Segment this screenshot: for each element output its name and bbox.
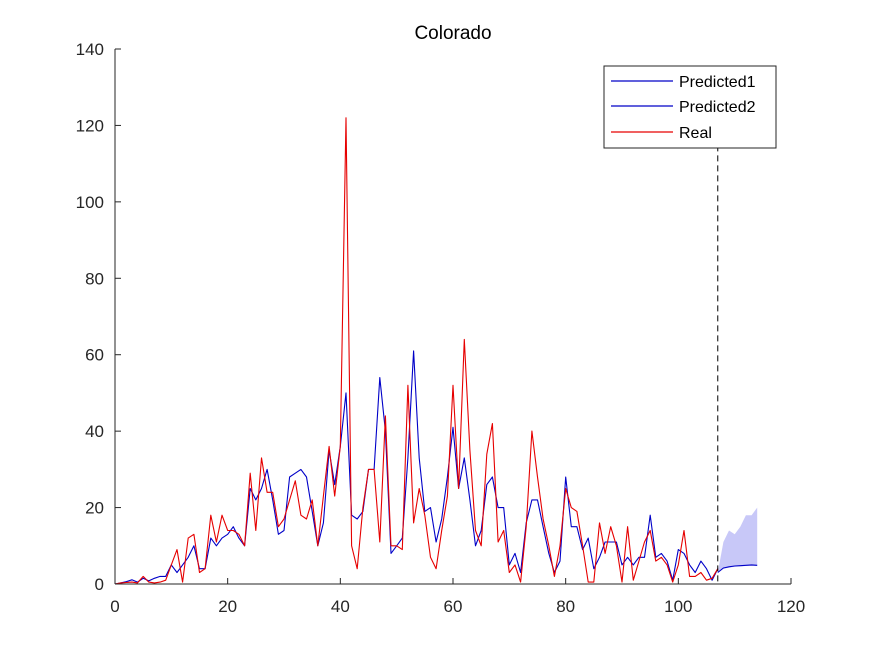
x-tick-label: 40	[331, 597, 350, 616]
x-tick-label: 20	[218, 597, 237, 616]
legend-label-predicted2: Predicted2	[679, 99, 756, 116]
prediction-band-layer	[717, 507, 758, 573]
series-lines-layer	[114, 117, 758, 585]
x-tick-label: 120	[777, 597, 805, 616]
axes: 0 20 40 60 80 100 120 0 20 40 60 80 100 120 140	[76, 40, 806, 616]
y-tick-label: 80	[85, 269, 104, 288]
y-tick-label: 140	[76, 40, 104, 59]
x-tick-label: 100	[664, 597, 692, 616]
chart-title: Colorado	[414, 23, 491, 44]
series-line-predicted1	[114, 350, 719, 585]
series-line-real	[114, 117, 719, 585]
legend-label-real: Real	[679, 125, 712, 142]
prediction-band	[717, 507, 758, 573]
y-tick-label: 60	[85, 346, 104, 365]
legend: Predicted1 Predicted2 Real	[603, 65, 777, 149]
y-tick-label: 100	[76, 193, 104, 212]
y-tick-label: 40	[85, 422, 104, 441]
y-tick-label: 0	[95, 575, 104, 594]
y-tick-label: 20	[85, 499, 104, 518]
x-tick-label: 80	[556, 597, 575, 616]
x-tick-label: 60	[444, 597, 463, 616]
y-tick-label: 120	[76, 116, 104, 135]
x-tick-label: 0	[110, 597, 119, 616]
series-line-predicted2	[717, 564, 758, 573]
legend-box	[603, 65, 777, 149]
legend-label-predicted1: Predicted1	[679, 74, 756, 91]
